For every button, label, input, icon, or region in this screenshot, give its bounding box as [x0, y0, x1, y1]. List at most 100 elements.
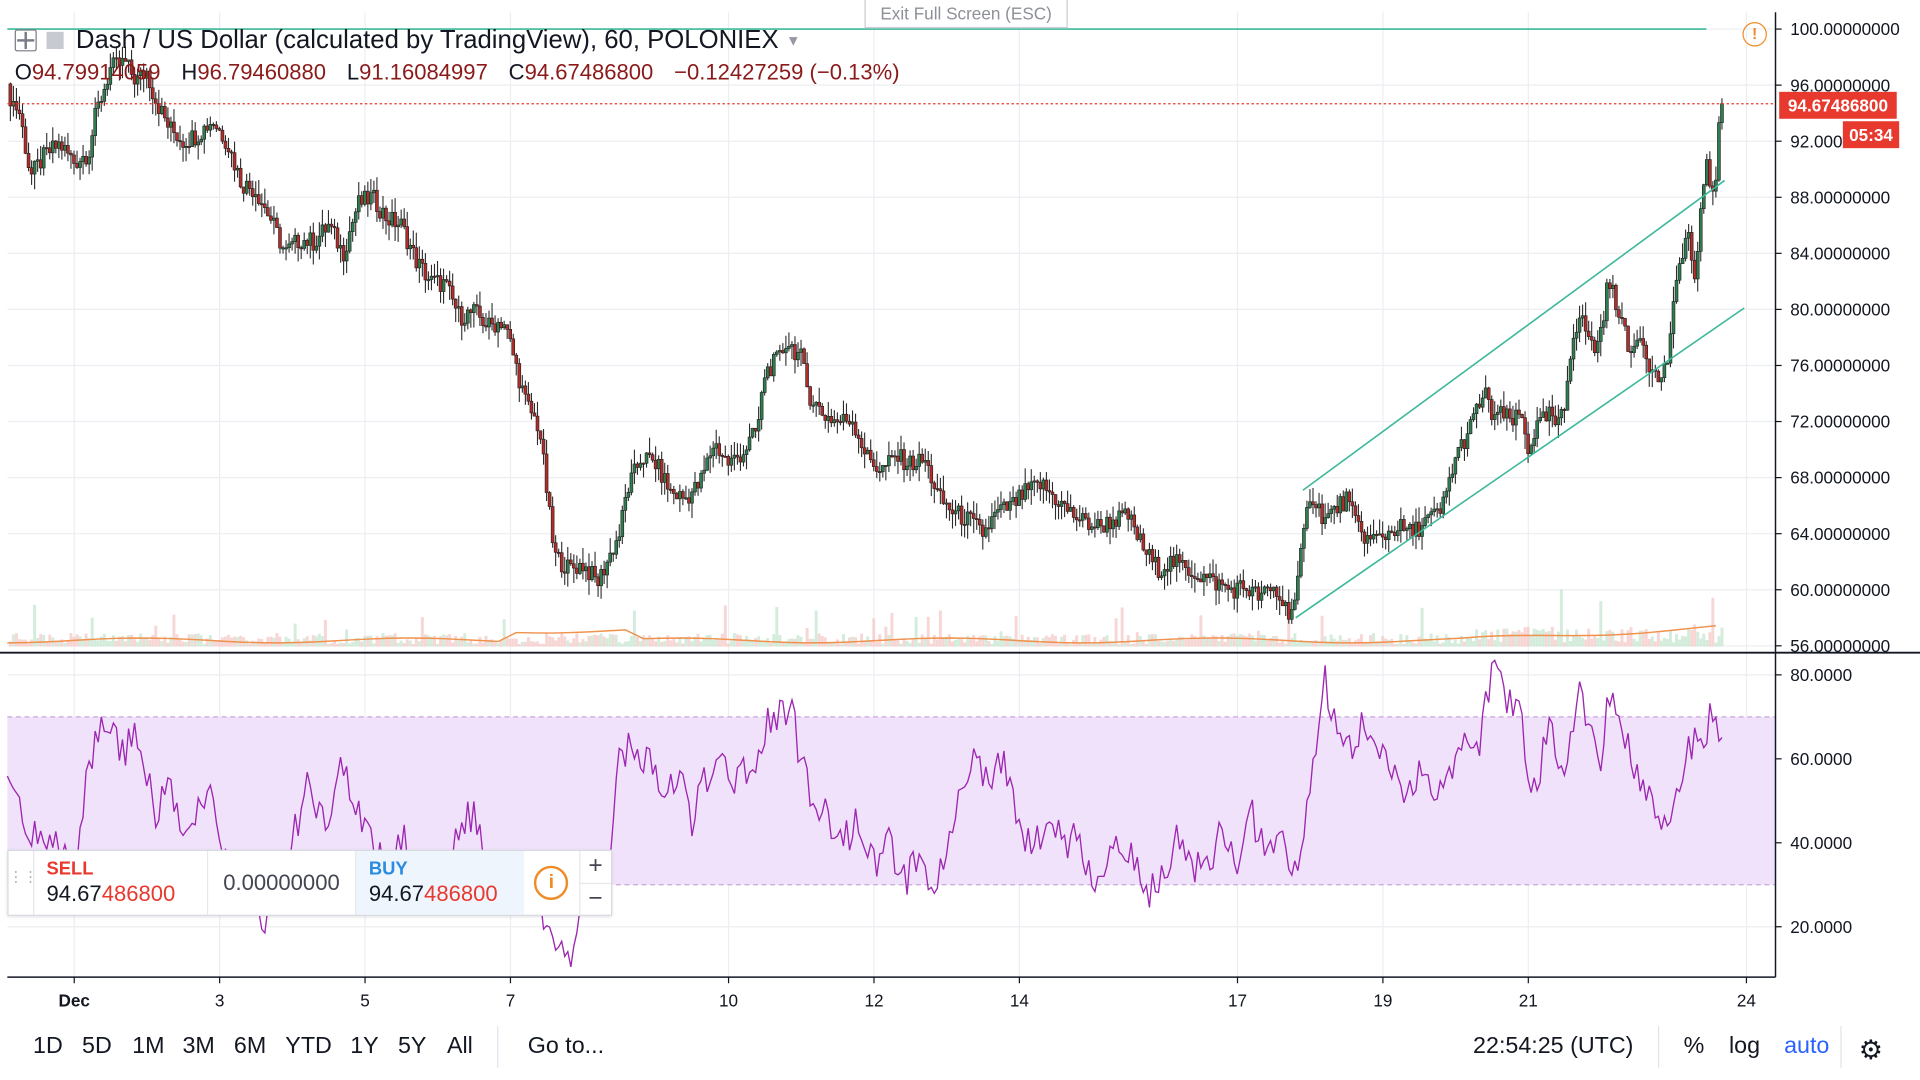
volume-bar: [1293, 633, 1297, 647]
buy-button[interactable]: BUY 94.67486800: [356, 851, 524, 915]
bullish-candle: [990, 516, 994, 530]
bearish-candle: [920, 453, 924, 463]
decrease-button[interactable]: −: [588, 884, 603, 912]
volume-bar: [372, 643, 376, 647]
bullish-candle: [1532, 438, 1536, 447]
volume-bar: [875, 641, 879, 647]
auto-scale-button[interactable]: auto: [1784, 1033, 1830, 1060]
bearish-candle: [1177, 554, 1182, 563]
drag-handle-icon[interactable]: ⋮⋮: [9, 851, 38, 915]
bullish-candle: [463, 322, 467, 326]
bearish-candle: [157, 103, 161, 114]
bullish-candle: [344, 250, 349, 262]
range-5y-button[interactable]: 5Y: [397, 1033, 427, 1060]
bullish-candle: [1405, 528, 1409, 531]
volume-bar: [1678, 639, 1682, 647]
bearish-candle: [641, 462, 646, 465]
utc-clock[interactable]: 22:54:25 (UTC): [1473, 1033, 1634, 1060]
bearish-candle: [572, 563, 576, 569]
range-1m-button[interactable]: 1M: [132, 1033, 165, 1060]
range-3m-button[interactable]: 3M: [182, 1033, 215, 1060]
bearish-candle: [20, 113, 25, 128]
bullish-candle: [771, 354, 776, 377]
volume-bar: [399, 640, 403, 647]
bullish-candle: [905, 465, 909, 471]
spread-value: 0.00000000: [206, 851, 357, 915]
bearish-candle: [823, 414, 828, 421]
volume-bar: [211, 640, 215, 647]
volume-bar: [166, 642, 170, 647]
bearish-candle: [1077, 519, 1082, 522]
drawings: [7, 28, 1776, 644]
plus-square-icon[interactable]: [14, 29, 37, 52]
bullish-candle: [338, 245, 343, 249]
range-1d-button[interactable]: 1D: [33, 1033, 63, 1060]
range-all-button[interactable]: All: [446, 1033, 473, 1060]
bearish-candle: [514, 354, 519, 364]
bearish-candle: [1132, 514, 1137, 528]
bearish-candle: [856, 434, 861, 439]
volume-bar: [1438, 643, 1442, 647]
bearish-candle: [844, 413, 849, 422]
volume-bar: [1157, 641, 1160, 647]
symbol-legend[interactable]: Dash / US Dollar (calculated by TradingV…: [5, 22, 801, 59]
volume-bar: [378, 638, 382, 647]
bearish-candle: [1093, 526, 1097, 529]
bearish-candle: [959, 505, 964, 525]
bearish-candle: [166, 117, 170, 128]
volume-bar: [1650, 636, 1654, 647]
volume-bar: [1299, 639, 1303, 647]
chart-canvas[interactable]: 100.0000000096.0000000092.0000000088.000…: [0, 0, 1920, 1016]
bearish-candle: [884, 465, 888, 467]
bullish-candle: [1302, 528, 1306, 549]
bullish-candle: [284, 247, 288, 250]
volume-bar: [1211, 635, 1215, 647]
volume-bar: [1450, 643, 1454, 647]
volume-bar: [57, 641, 61, 647]
bullish-candle: [759, 392, 764, 420]
bullish-candle: [826, 416, 831, 421]
time-tick-label: 10: [719, 991, 738, 1011]
volume-bar: [145, 637, 149, 647]
volume-bar: [723, 605, 727, 647]
volume-bar: [1675, 634, 1678, 647]
range-ytd-button[interactable]: YTD: [285, 1033, 332, 1060]
goto-date-button[interactable]: Go to...: [527, 1033, 605, 1060]
price-tick-label: 88.00000000: [1790, 187, 1890, 207]
bullish-candle: [314, 245, 319, 251]
volume-bar: [841, 634, 845, 647]
chevron-down-icon[interactable]: ▼: [785, 31, 801, 49]
bearish-candle: [69, 152, 73, 156]
bearish-candle: [1553, 415, 1558, 426]
volume-bar: [27, 643, 31, 647]
volume-bar: [938, 610, 942, 647]
bearish-candle: [38, 159, 43, 169]
volume-bar: [333, 640, 336, 647]
bearish-candle: [1053, 494, 1058, 505]
bottom-toolbar: [0, 1016, 1920, 1080]
bullish-candle: [1229, 587, 1233, 590]
volume-bar: [336, 643, 340, 647]
percent-scale-button[interactable]: %: [1683, 1033, 1705, 1060]
volume-bar: [1623, 642, 1627, 647]
bullish-candle: [620, 510, 625, 538]
info-button[interactable]: i: [524, 851, 579, 915]
increase-button[interactable]: +: [580, 851, 612, 884]
range-6m-button[interactable]: 6M: [233, 1033, 267, 1060]
range-5d-button[interactable]: 5D: [82, 1033, 112, 1060]
toolbar-divider: [1840, 1026, 1842, 1068]
bullish-candle: [626, 492, 631, 498]
sell-button[interactable]: SELL 94.67486800: [34, 851, 206, 915]
bearish-candle: [1214, 576, 1218, 591]
warning-icon[interactable]: !: [1742, 22, 1767, 47]
bullish-candle: [1580, 315, 1585, 319]
log-scale-button[interactable]: log: [1728, 1033, 1761, 1060]
range-1y-button[interactable]: 1Y: [350, 1033, 379, 1060]
volume-bar: [348, 643, 352, 647]
bullish-candle: [326, 223, 331, 233]
gear-icon[interactable]: ⚙: [1858, 1034, 1883, 1066]
volume-bar: [311, 634, 315, 647]
volume-bar: [63, 642, 67, 647]
bearish-candle: [1226, 584, 1230, 590]
exit-fullscreen-button[interactable]: Exit Full Screen (ESC): [864, 0, 1068, 29]
